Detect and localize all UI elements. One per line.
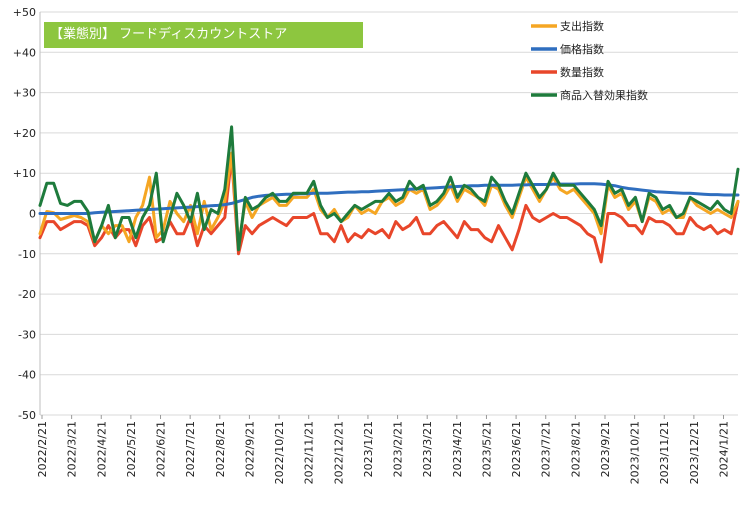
- y-tick-label: +20: [13, 127, 36, 140]
- y-tick-label: +40: [13, 46, 36, 59]
- legend-label: 価格指数: [560, 42, 604, 56]
- x-tick-label: 2022/8/21: [214, 421, 227, 477]
- x-tick-label: 2023/9/21: [599, 421, 612, 477]
- x-tick-label: 2023/10/21: [629, 421, 642, 484]
- x-tick-label: 2023/1/21: [362, 421, 375, 477]
- legend-label: 支出指数: [560, 19, 604, 33]
- series-lines: [38, 125, 740, 264]
- x-tick-label: 2023/12/21: [688, 421, 701, 484]
- y-tick-label: +10: [13, 167, 36, 180]
- x-tick-label: 2023/6/21: [510, 421, 523, 477]
- gridlines: [39, 11, 738, 416]
- x-tick-label: 2023/3/21: [421, 421, 434, 477]
- x-tick-label: 2022/10/21: [273, 421, 286, 484]
- x-tick-label: 2022/7/21: [184, 421, 197, 477]
- chart-title: 【業態別】 フードディスカウントストア: [44, 22, 363, 48]
- series-line: [38, 182, 740, 215]
- series-line: [38, 125, 740, 252]
- y-tick-label: +30: [13, 87, 36, 100]
- x-tick-label: 2023/4/21: [451, 421, 464, 477]
- y-tick-label: -50: [18, 409, 36, 422]
- legend-label: 数量指数: [560, 65, 604, 79]
- x-tick-label: 2023/7/21: [540, 421, 553, 477]
- y-tick-label: -40: [18, 369, 36, 382]
- y-tick-label: -30: [18, 328, 36, 341]
- x-tick-label: 2023/11/21: [658, 421, 671, 484]
- y-tick-label: 0: [29, 208, 36, 221]
- x-tick-label: 2022/9/21: [243, 421, 256, 477]
- x-tick-label: 2022/3/21: [66, 421, 79, 477]
- x-tick-label: 2022/12/21: [332, 421, 345, 484]
- x-tick-label: 2022/2/21: [36, 421, 49, 477]
- y-tick-label: +50: [13, 6, 36, 19]
- x-tick-label: 2023/8/21: [569, 421, 582, 477]
- x-tick-label: 2023/2/21: [392, 421, 405, 477]
- series-line: [38, 155, 740, 264]
- x-tick-label: 2024/1/21: [718, 421, 731, 477]
- y-axis-ticks: +50 +40 +30 +20 +10 0 -10 -20 -30 -40 -50: [13, 6, 36, 422]
- x-tick-label: 2023/5/21: [480, 421, 493, 477]
- x-tick-label: 2022/6/21: [155, 421, 168, 477]
- x-tick-label: 2022/4/21: [95, 421, 108, 477]
- x-tick-label: 2022/5/21: [125, 421, 138, 477]
- series-line: [38, 151, 740, 248]
- x-tick-label: 2022/11/21: [303, 421, 316, 484]
- y-tick-label: -10: [18, 248, 36, 261]
- x-axis-ticks: 2022/2/21 2022/3/21 2022/4/21 2022/5/21 2022…: [36, 415, 731, 484]
- legend-label: 商品入替効果指数: [560, 88, 648, 102]
- y-tick-label: -20: [18, 288, 36, 301]
